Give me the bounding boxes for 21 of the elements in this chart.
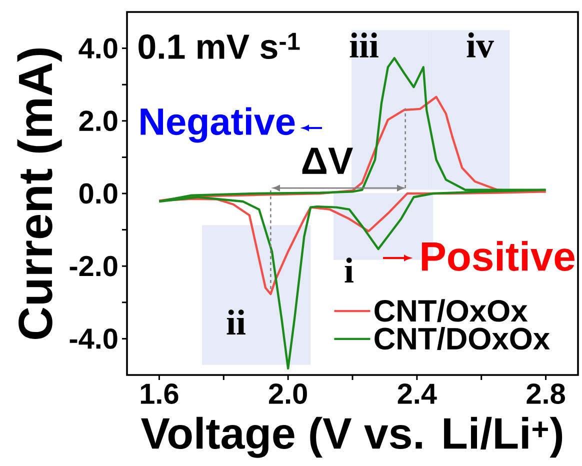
y-tick-label: 4.0: [78, 38, 118, 59]
y-tick-label: -4.0: [70, 328, 118, 349]
band-label: iv: [466, 32, 494, 58]
y-axis-title: Current (mA): [17, 48, 62, 339]
x-tick-label: 2.0: [268, 384, 307, 404]
annotation: Positive: [422, 241, 574, 272]
legend-label: CNT/OxOx: [374, 299, 528, 322]
band-label: ii: [226, 310, 246, 334]
band-label: i: [344, 258, 354, 282]
annotation: Negative: [140, 107, 295, 143]
annotation: ΔV: [302, 148, 353, 174]
x-tick-label: 2.4: [398, 384, 437, 404]
y-tick-label: -2.0: [70, 256, 118, 276]
band-label: iii: [350, 32, 378, 58]
annotation: 0.1 mV s$^{-1}$: [138, 32, 300, 60]
y-tick-label: 0.0: [79, 183, 118, 204]
legend-label: CNT/DOxOx: [374, 326, 550, 350]
x-tick-label: 2.8: [526, 384, 565, 404]
y-tick-label: 2.0: [79, 110, 118, 132]
x-axis-title: Voltage (V vs. Li/Li$^{+}$): [141, 416, 562, 458]
x-tick-label: 1.6: [140, 384, 178, 404]
